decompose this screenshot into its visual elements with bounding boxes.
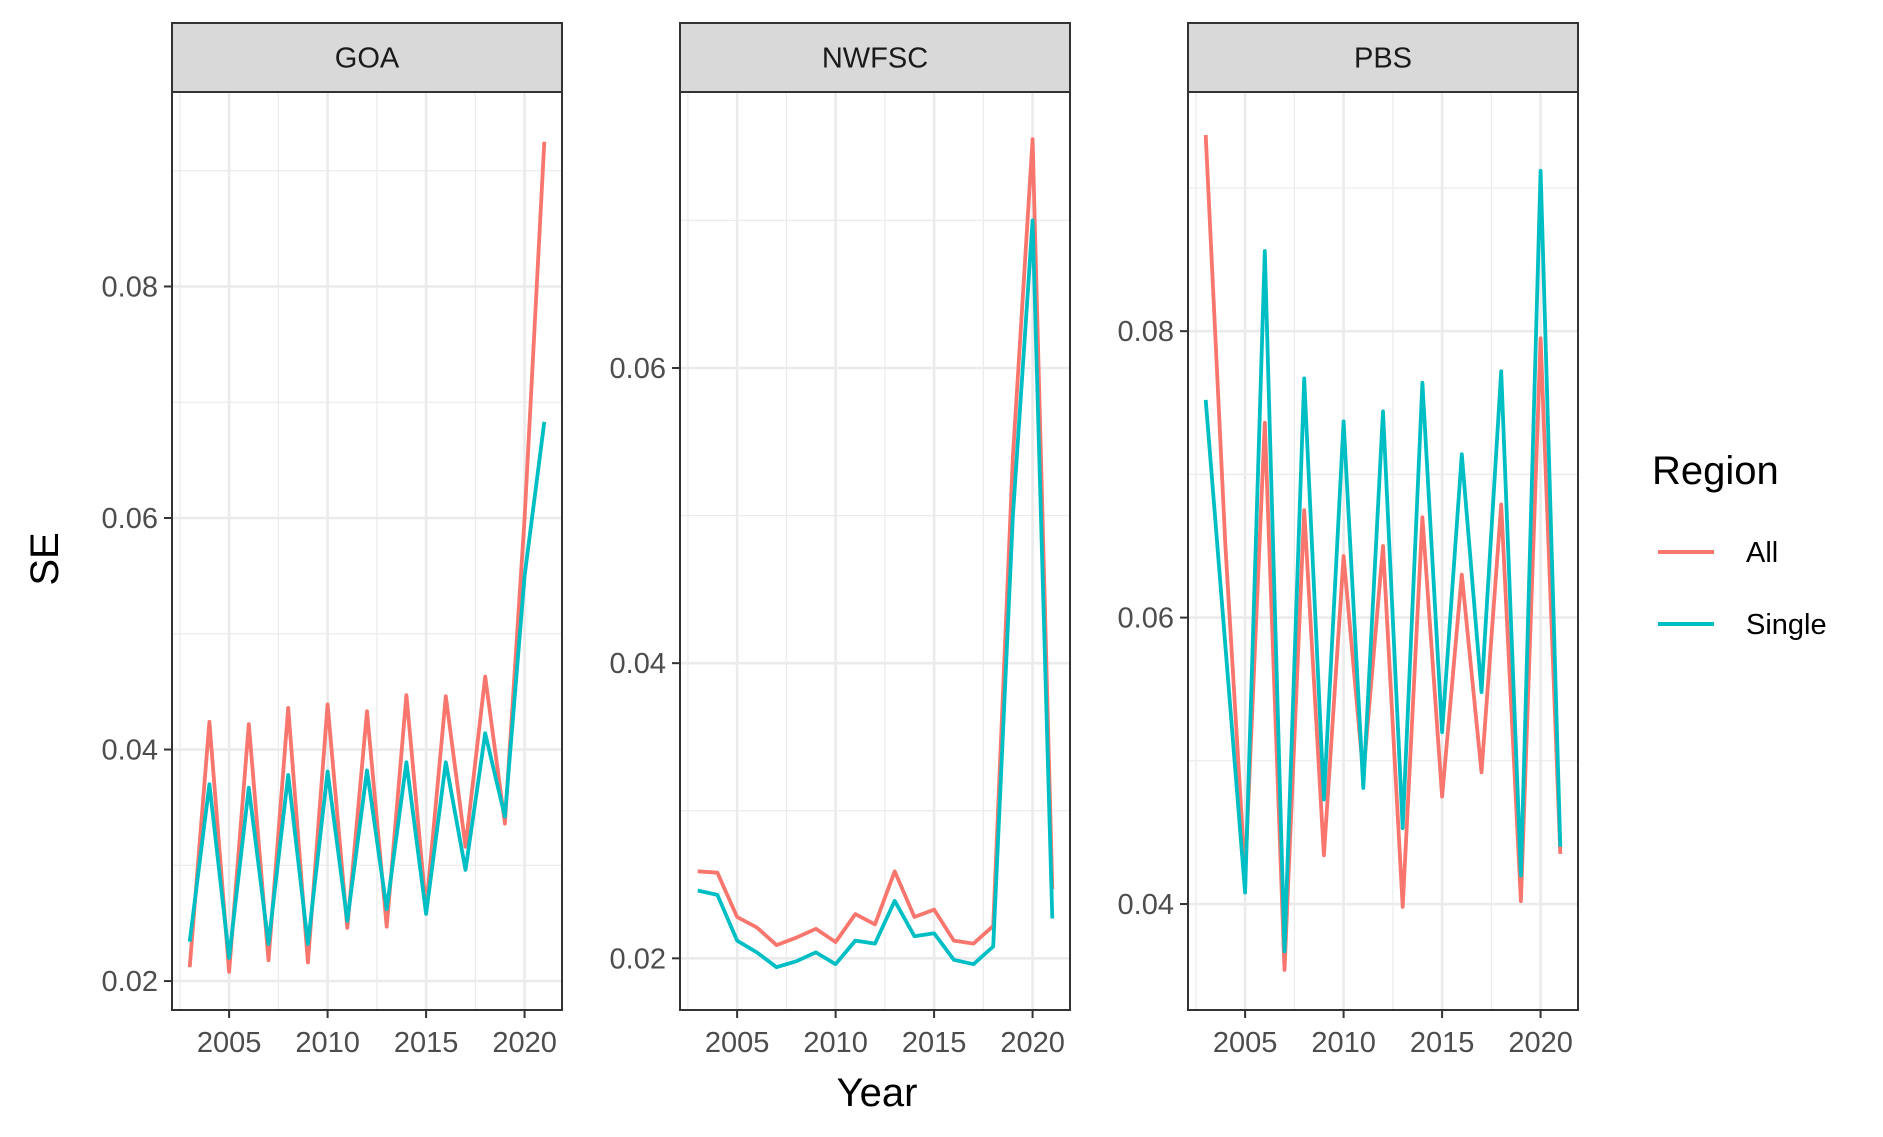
x-tick-label: 2010 [803, 1027, 868, 1059]
series-line-all [187, 141, 547, 974]
y-tick-label: 0.04 [102, 735, 158, 767]
y-tick-label: 0.02 [610, 943, 666, 975]
x-tick-label: 2015 [394, 1027, 459, 1059]
panel-background [680, 92, 1070, 1010]
facet-strip-label: PBS [1354, 43, 1412, 75]
y-tick-label: 0.04 [1118, 889, 1174, 921]
y-tick-label: 0.02 [102, 966, 158, 998]
y-axis-title: SE [23, 532, 67, 585]
x-tick-label: 2005 [705, 1027, 770, 1059]
x-tick-label: 2020 [1508, 1027, 1573, 1059]
facet-goa: GOA 0.02 0.04 0.06 0.08 2005 2010 2015 2020 [102, 22, 563, 1059]
x-tick-label: 2005 [197, 1027, 262, 1059]
legend-title: Region [1652, 449, 1779, 493]
panel-background [172, 92, 562, 1010]
y-tick-label: 0.08 [1118, 316, 1174, 348]
x-tick-label: 2005 [1213, 1027, 1278, 1059]
facet-nwfsc: NWFSC 0.02 0.04 0.06 2005 2010 2015 2020 [610, 22, 1071, 1059]
x-tick-label: 2020 [492, 1027, 557, 1059]
facet-strip-label: NWFSC [822, 43, 928, 75]
y-tick-label: 0.06 [610, 353, 666, 385]
legend: Region All Single [1652, 449, 1827, 641]
facet-strip [1187, 22, 1579, 93]
series-line-single [697, 218, 1055, 970]
x-tick-label: 2010 [295, 1027, 360, 1059]
y-tick-label: 0.04 [610, 648, 666, 680]
y-tick-label: 0.08 [102, 271, 158, 303]
y-tick-label: 0.06 [1118, 603, 1174, 635]
x-tick-label: 2010 [1311, 1027, 1376, 1059]
facet-strip [171, 22, 563, 93]
x-tick-label: 2015 [1410, 1027, 1475, 1059]
facet-pbs: PBS 0.04 0.06 0.08 2005 2010 2015 2020 [1118, 22, 1579, 1059]
facet-strip [679, 22, 1071, 93]
x-tick-label: 2020 [1000, 1027, 1065, 1059]
series-line-all [1203, 134, 1563, 972]
legend-label-all: All [1746, 537, 1778, 569]
series-line-single [1203, 168, 1563, 954]
x-axis-title: Year [837, 1071, 918, 1115]
x-tick-label: 2015 [902, 1027, 967, 1059]
y-tick-label: 0.06 [102, 503, 158, 535]
facet-strip-label: GOA [335, 43, 400, 75]
legend-label-single: Single [1746, 609, 1827, 641]
series-line-single [187, 421, 547, 960]
